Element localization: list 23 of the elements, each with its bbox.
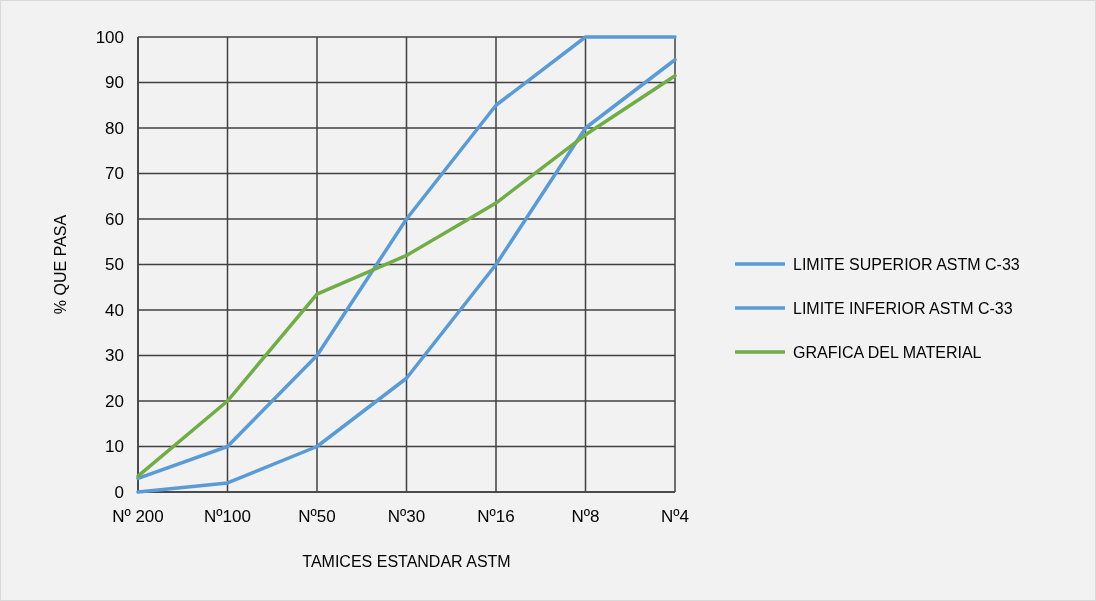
x-tick-label: Nº50	[298, 507, 336, 526]
x-tick-label: Nº8	[571, 507, 600, 526]
y-tick-label: 60	[105, 209, 124, 229]
y-tick-label: 50	[105, 255, 124, 275]
legend-label: LIMITE SUPERIOR ASTM C-33	[793, 255, 1020, 273]
x-tick-label: Nº 200	[112, 507, 164, 526]
y-tick-label: 20	[105, 391, 124, 411]
y-tick-label: 30	[105, 346, 124, 366]
y-tick-label: 100	[95, 27, 124, 47]
x-tick-label: Nº4	[661, 507, 689, 526]
x-axis-title: TAMICES ESTANDAR ASTM	[302, 553, 511, 570]
y-tick-label: 90	[105, 73, 124, 93]
y-tick-label: 80	[105, 118, 124, 138]
y-tick-label: 10	[105, 437, 124, 457]
x-tick-label: Nº16	[477, 507, 515, 526]
y-tick-label: 70	[105, 164, 124, 184]
y-tick-label: 0	[114, 482, 124, 502]
legend-label: GRAFICA DEL MATERIAL	[793, 343, 982, 361]
y-tick-label: 40	[105, 300, 124, 320]
legend-label: LIMITE INFERIOR ASTM C-33	[793, 299, 1013, 317]
x-tick-label: Nº30	[387, 507, 426, 526]
x-tick-label: Nº100	[204, 507, 251, 526]
y-axis-title: % QUE PASA	[52, 214, 69, 315]
